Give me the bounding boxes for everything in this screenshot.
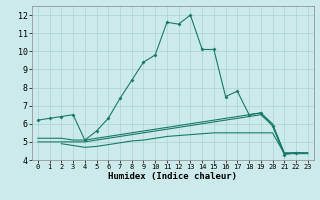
- X-axis label: Humidex (Indice chaleur): Humidex (Indice chaleur): [108, 172, 237, 181]
